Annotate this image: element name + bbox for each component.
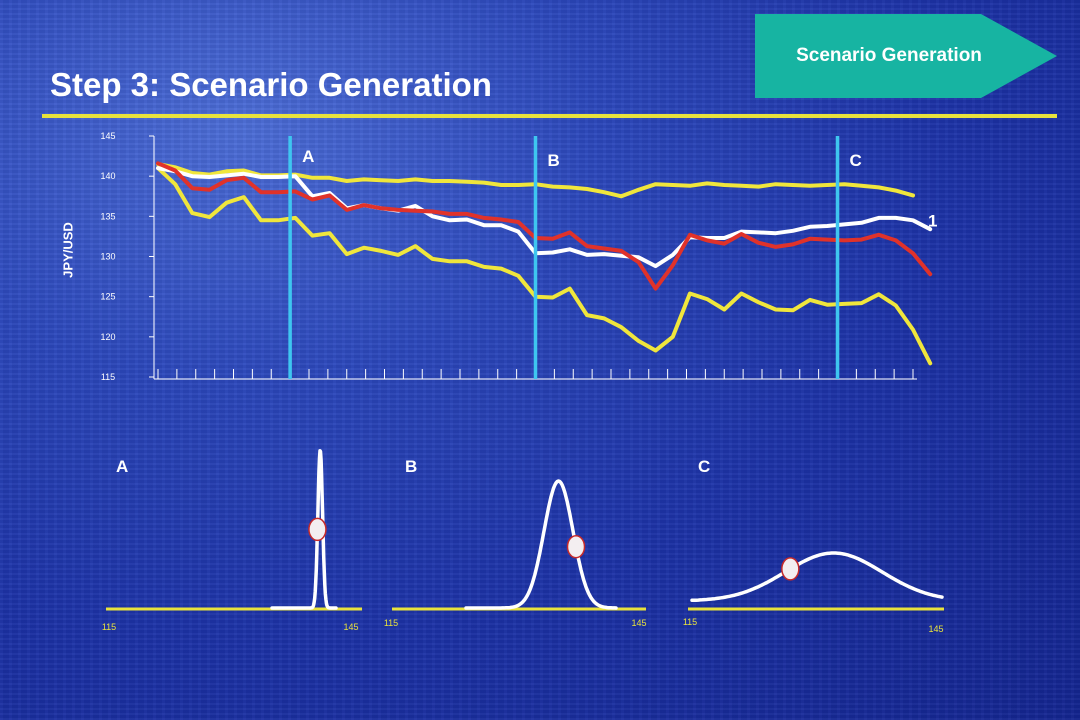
section-tag-arrow <box>755 14 1057 98</box>
x-tick-label: 145 <box>631 618 646 628</box>
distribution-label: A <box>116 457 128 476</box>
y-tick-label: 130 <box>100 252 115 262</box>
page-title: Step 3: Scenario Generation <box>50 66 492 103</box>
distribution-curve <box>690 551 944 603</box>
x-tick-label: 145 <box>343 622 358 632</box>
distribution-panel-a: A 115 145 <box>102 448 362 632</box>
section-tag-label: Scenario Generation <box>796 45 982 66</box>
distribution-curve <box>464 479 618 610</box>
distribution-label: C <box>698 457 710 476</box>
series-scenario <box>156 161 933 291</box>
x-tick-label: 115 <box>683 617 697 627</box>
series-central <box>156 166 933 269</box>
series-lower-band <box>156 166 933 366</box>
path-end-label: 1 <box>928 211 937 230</box>
y-tick-label: 145 <box>100 131 115 141</box>
scenario-point <box>781 557 800 581</box>
scenario-point <box>308 517 327 542</box>
scenario-point <box>566 534 586 559</box>
time-marker-label: B <box>548 151 560 170</box>
time-marker-label: A <box>302 147 314 166</box>
y-tick-label: 125 <box>100 292 115 302</box>
y-tick-label: 115 <box>101 372 115 382</box>
distribution-panel-c: C 115 145 <box>683 457 944 634</box>
distribution-panel-b: B 115 145 <box>384 457 647 628</box>
title-divider <box>42 114 1057 118</box>
x-tick-label: 115 <box>102 622 116 632</box>
y-tick-label: 120 <box>100 332 115 342</box>
distribution-curve <box>270 448 338 610</box>
x-tick-label: 115 <box>384 618 398 628</box>
time-marker-label: C <box>850 151 862 170</box>
fx-path-chart: 115 120 125 130 135 140 145 A B C 1 <box>100 131 937 382</box>
section-tag: Scenario Generation <box>755 14 1057 98</box>
x-tick-label: 145 <box>928 624 943 634</box>
distribution-label: B <box>405 457 417 476</box>
y-tick-label: 140 <box>100 171 115 181</box>
y-tick-label: 135 <box>100 211 115 221</box>
